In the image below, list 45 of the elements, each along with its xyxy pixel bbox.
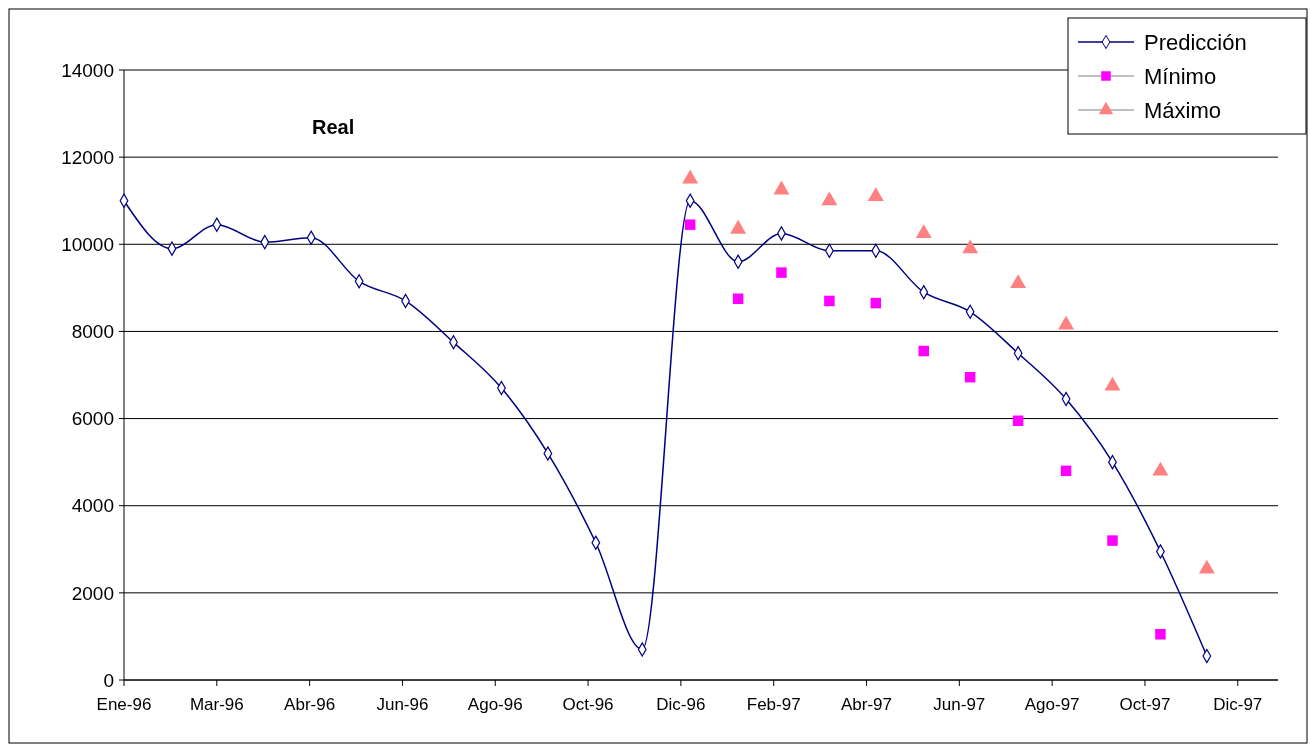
point: [1060, 465, 1072, 477]
legend-label: Mínimo: [1144, 63, 1217, 89]
x-tick-label: Feb-97: [746, 695, 801, 714]
y-tick-label: 6000: [71, 408, 114, 430]
y-tick-label: 0: [103, 669, 114, 691]
y-tick-label: 4000: [71, 495, 114, 517]
point: [867, 187, 884, 201]
point: [824, 295, 835, 307]
point: [915, 224, 932, 238]
x-tick-label: Ene-96: [96, 695, 152, 714]
point: [1010, 274, 1027, 289]
y-tick-label: 8000: [71, 321, 114, 343]
point: [1155, 629, 1166, 640]
point: [918, 345, 929, 357]
x-tick-label: Mar-96: [189, 695, 244, 714]
x-tick-label: Oct-96: [562, 695, 614, 714]
point: [962, 239, 979, 254]
point: [732, 293, 744, 304]
annotation: Real: [312, 116, 355, 138]
y-tick-label: 12000: [61, 146, 114, 168]
point: [821, 191, 838, 206]
y-tick-label: 10000: [61, 233, 114, 255]
point: [964, 371, 976, 383]
x-tick-label: Jun-97: [933, 695, 986, 714]
x-tick-label: Ago-97: [1024, 695, 1080, 714]
point: [682, 169, 699, 184]
x-tick-label: Abr-97: [841, 695, 893, 714]
point: [684, 219, 696, 230]
point: [1058, 315, 1075, 330]
legend-label: Predicción: [1144, 29, 1247, 55]
legend-label: Máximo: [1144, 97, 1222, 123]
x-tick-label: Dic-96: [656, 695, 706, 714]
x-tick-label: Ago-96: [467, 695, 523, 714]
x-tick-label: Jun-96: [376, 695, 429, 714]
point: [773, 180, 790, 195]
y-tick-label: 14000: [61, 59, 114, 81]
point: [1012, 415, 1024, 426]
point: [730, 219, 747, 234]
point: [1107, 535, 1118, 546]
x-tick-label: Abr-96: [284, 695, 336, 714]
point: [776, 267, 787, 278]
y-tick-label: 2000: [71, 582, 114, 604]
x-tick-label: Dic-97: [1213, 695, 1263, 714]
x-tick-label: Oct-97: [1119, 695, 1171, 714]
point: [870, 297, 882, 309]
